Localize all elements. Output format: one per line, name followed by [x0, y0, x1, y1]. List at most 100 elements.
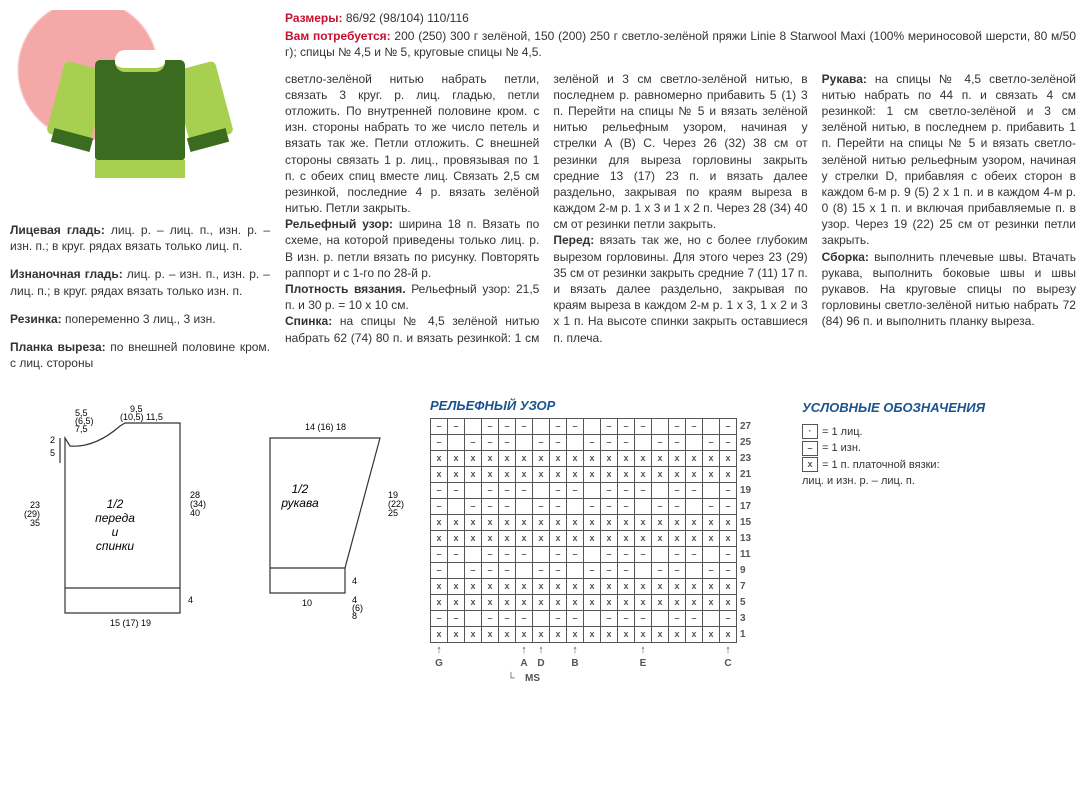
- pattern-cell: x: [669, 531, 686, 547]
- bottom-section: 5,5(6,5)7,5 9,5(10,5) 11,5 2 5 23(29)35 …: [10, 398, 1076, 689]
- pattern-cell: –: [618, 419, 635, 435]
- pattern-cell: x: [652, 531, 669, 547]
- pattern-cell: –: [703, 435, 720, 451]
- pattern-cell: x: [720, 627, 737, 643]
- pattern-cell: x: [533, 531, 550, 547]
- pattern-cell: x: [669, 451, 686, 467]
- pattern-cell: x: [482, 515, 499, 531]
- main-text-columns: Размеры: 86/92 (98/104) 110/116 Вам потр…: [285, 10, 1076, 383]
- arrow-label: [703, 643, 720, 672]
- pattern-cell: [652, 419, 669, 435]
- sleeves-label: Рукава:: [822, 72, 867, 86]
- row-number: 11: [737, 547, 762, 563]
- sizes-value: 86/92 (98/104) 110/116: [346, 11, 469, 25]
- pattern-cell: x: [703, 467, 720, 483]
- body-schematic: 5,5(6,5)7,5 9,5(10,5) 11,5 2 5 23(29)35 …: [10, 398, 210, 628]
- pattern-cell: –: [635, 611, 652, 627]
- pattern-cell: x: [567, 627, 584, 643]
- pattern-cell: –: [499, 435, 516, 451]
- stockinette-label: Лицевая гладь:: [10, 223, 105, 237]
- pattern-cell: x: [448, 579, 465, 595]
- back-label: Спинка:: [285, 314, 332, 328]
- arrow-label: [686, 643, 703, 672]
- pattern-cell: x: [584, 451, 601, 467]
- pattern-cell: x: [550, 531, 567, 547]
- pattern-cell: x: [550, 467, 567, 483]
- pattern-cell: [533, 611, 550, 627]
- body-c1: светло-зелёной нитью набрать петли, связ…: [285, 72, 539, 216]
- pattern-cell: –: [499, 611, 516, 627]
- row-number: 17: [737, 499, 762, 515]
- materials-value: 200 (250) 300 г зелёной, 150 (200) 250 г…: [285, 29, 1076, 59]
- pattern-cell: x: [550, 515, 567, 531]
- pattern-cell: x: [703, 627, 720, 643]
- pattern-cell: x: [431, 579, 448, 595]
- materials-label: Вам потребуется:: [285, 29, 391, 43]
- pattern-cell: x: [635, 627, 652, 643]
- top-section: Лицевая гладь: лиц. р. – лиц. п., изн. р…: [10, 10, 1076, 383]
- arrow-label: ↑A: [516, 643, 533, 672]
- row-number: 15: [737, 515, 762, 531]
- pattern-cell: x: [567, 595, 584, 611]
- row-number: 3: [737, 611, 762, 627]
- pattern-cell: x: [669, 595, 686, 611]
- pattern-cell: [652, 547, 669, 563]
- row-number: 5: [737, 595, 762, 611]
- pattern-cell: x: [686, 531, 703, 547]
- pattern-cell: x: [584, 467, 601, 483]
- pattern-cell: [584, 611, 601, 627]
- pattern-cell: –: [482, 419, 499, 435]
- pattern-cell: x: [703, 595, 720, 611]
- pattern-cell: x: [550, 579, 567, 595]
- pattern-cell: x: [533, 595, 550, 611]
- pattern-cell: x: [516, 579, 533, 595]
- arrow-label: [482, 643, 499, 672]
- pattern-cell: x: [652, 515, 669, 531]
- pattern-cell: –: [482, 499, 499, 515]
- pattern-cell: x: [652, 579, 669, 595]
- sleeve-top: 14 (16) 18: [305, 422, 346, 432]
- ribbing-label: Резинка:: [10, 312, 62, 326]
- pattern-cell: x: [465, 595, 482, 611]
- pattern-cell: x: [686, 579, 703, 595]
- pattern-cell: –: [669, 611, 686, 627]
- pattern-cell: –: [652, 499, 669, 515]
- pattern-cell: –: [431, 563, 448, 579]
- pattern-cell: –: [686, 419, 703, 435]
- body-side2: 23(29)35: [24, 500, 40, 528]
- pattern-cell: [448, 499, 465, 515]
- pattern-cell: x: [482, 531, 499, 547]
- body-side: 28(34)40: [190, 490, 206, 518]
- pattern-cell: x: [533, 579, 550, 595]
- pattern-cell: x: [720, 451, 737, 467]
- body-label: 1/2передаиспинки: [95, 497, 135, 553]
- arrow-label: [448, 643, 465, 672]
- pattern-cell: x: [533, 627, 550, 643]
- row-number: 1: [737, 627, 762, 643]
- pattern-cell: –: [499, 483, 516, 499]
- pattern-cell: x: [448, 595, 465, 611]
- pattern-cell: –: [669, 547, 686, 563]
- pattern-cell: x: [533, 515, 550, 531]
- pattern-cell: x: [465, 627, 482, 643]
- pattern-cell: x: [652, 467, 669, 483]
- pattern-cell: x: [618, 515, 635, 531]
- pattern-cell: x: [431, 627, 448, 643]
- pattern-cell: x: [516, 515, 533, 531]
- body-bottom-h: 4: [188, 595, 193, 605]
- pattern-cell: –: [533, 499, 550, 515]
- pattern-cell: –: [550, 483, 567, 499]
- pattern-cell: –: [635, 419, 652, 435]
- pattern-cell: x: [601, 627, 618, 643]
- pattern-cell: x: [669, 467, 686, 483]
- pattern-cell: x: [669, 627, 686, 643]
- pattern-cell: x: [584, 595, 601, 611]
- pattern-cell: –: [652, 435, 669, 451]
- pattern-cell: –: [448, 611, 465, 627]
- pattern-cell: x: [533, 467, 550, 483]
- body-top2: 9,5(10,5) 11,5: [120, 404, 163, 422]
- pattern-cell: –: [601, 435, 618, 451]
- pattern-cell: –: [550, 419, 567, 435]
- pattern-cell: [465, 483, 482, 499]
- pattern-cell: –: [601, 419, 618, 435]
